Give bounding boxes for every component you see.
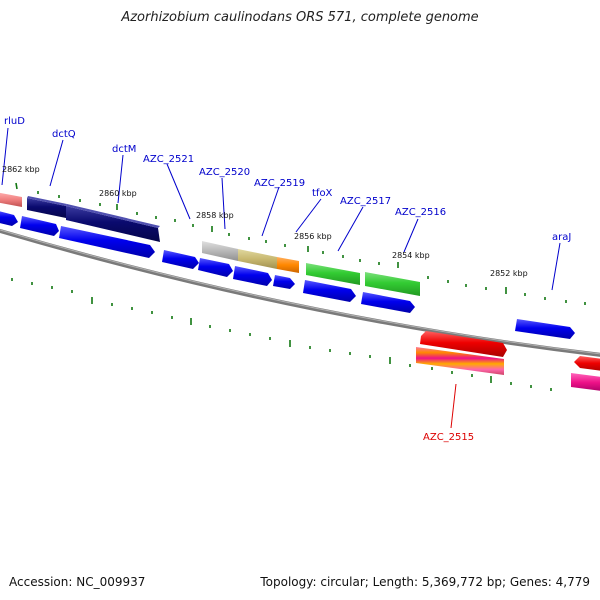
label-dctQ[interactable]: dctQ bbox=[52, 129, 76, 140]
label-rluD[interactable]: rluD bbox=[4, 116, 25, 127]
kbp-label: 2860 kbp bbox=[99, 189, 137, 198]
feature-AZC_2516[interactable] bbox=[365, 272, 420, 296]
kbp-label: 2854 kbp bbox=[392, 251, 430, 260]
dna-backbone-highlight bbox=[0, 229, 600, 355]
kbp-label: 2862 kbp bbox=[2, 165, 40, 174]
dna-backbone bbox=[0, 228, 600, 357]
upper-tick-row bbox=[15, 182, 586, 305]
feature-AZC_2517[interactable] bbox=[306, 263, 360, 285]
label-araJ[interactable]: araJ bbox=[552, 232, 571, 243]
label-AZC_2521[interactable]: AZC_2521 bbox=[143, 154, 194, 165]
kbp-label: 2852 kbp bbox=[490, 269, 528, 278]
cds-arrow[interactable] bbox=[273, 275, 295, 289]
kbp-label: 2856 kbp bbox=[294, 232, 332, 241]
feature-rluD[interactable] bbox=[0, 192, 22, 207]
cds-arrow[interactable] bbox=[20, 216, 59, 236]
feature-dctQ[interactable] bbox=[27, 196, 67, 218]
cds-arrow[interactable] bbox=[303, 280, 356, 302]
cds-arrows-upper bbox=[0, 210, 575, 339]
cds-arrow[interactable] bbox=[361, 292, 415, 313]
cds-arrow[interactable] bbox=[162, 250, 199, 269]
feature-right-magenta[interactable] bbox=[571, 373, 600, 392]
kbp-labels: 2862 kbp 2860 kbp 2858 kbp 2856 kbp 2854… bbox=[2, 165, 528, 278]
feature-tfoX[interactable] bbox=[277, 257, 299, 273]
cds-arrow[interactable] bbox=[198, 258, 233, 277]
kbp-label: 2858 kbp bbox=[196, 211, 234, 220]
label-AZC_2515[interactable]: AZC_2515 bbox=[423, 432, 474, 443]
cds-arrow[interactable] bbox=[0, 210, 18, 226]
label-AZC_2516[interactable]: AZC_2516 bbox=[395, 207, 446, 218]
feature-AZC_2520[interactable] bbox=[202, 241, 238, 261]
feature-AZC_2515[interactable] bbox=[416, 331, 507, 375]
genome-summary: Topology: circular; Length: 5,369,772 bp… bbox=[260, 575, 590, 589]
label-AZC_2520[interactable]: AZC_2520 bbox=[199, 167, 250, 178]
label-dctM[interactable]: dctM bbox=[112, 144, 136, 155]
label-AZC_2519[interactable]: AZC_2519 bbox=[254, 178, 305, 189]
accession-label: Accession: NC_009937 bbox=[9, 575, 146, 589]
cds-arrow[interactable] bbox=[233, 266, 272, 286]
feature-AZC_2519[interactable] bbox=[238, 249, 277, 269]
map-title: Azorhizobium caulinodans ORS 571, comple… bbox=[121, 10, 479, 25]
leader-lines bbox=[1, 127, 561, 429]
label-AZC_2517[interactable]: AZC_2517 bbox=[340, 196, 391, 207]
feature-dctM[interactable] bbox=[66, 204, 160, 242]
feature-right-red[interactable] bbox=[574, 356, 600, 372]
lower-tick-row bbox=[11, 278, 552, 391]
gene-labels: rluD dctQ dctM AZC_2521 AZC_2520 AZC_251… bbox=[4, 116, 571, 443]
cds-arrow[interactable] bbox=[59, 226, 155, 258]
label-tfoX[interactable]: tfoX bbox=[312, 188, 333, 199]
cds-arrow[interactable] bbox=[515, 319, 575, 339]
